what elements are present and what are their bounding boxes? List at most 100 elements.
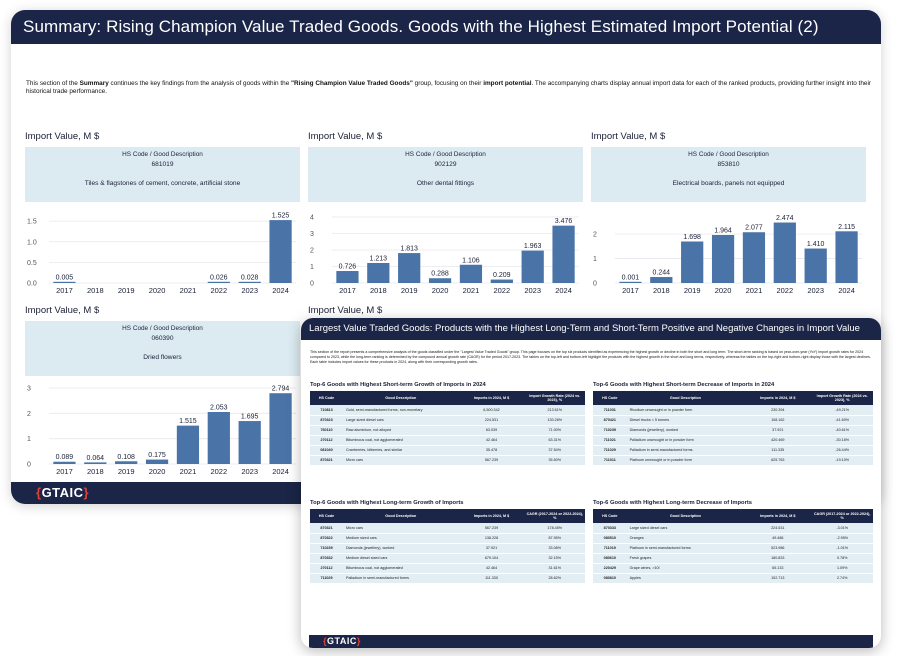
y-tick-label: 0.0 [27, 281, 37, 288]
x-tick-label: 2018 [87, 467, 104, 476]
table-row: 270112 Bituminous coal, not agglomerated 4… [310, 563, 585, 574]
table-cell: 111.335 [744, 445, 812, 456]
data-label-2022: 2.053 [210, 404, 228, 411]
data-label-2024: 1.525 [272, 213, 290, 220]
table-cell: Raw aluminium, not alloyed [343, 425, 459, 436]
table-cell: -49.21% [811, 405, 873, 416]
bar-2020 [428, 278, 452, 283]
largest-value-card-title: Largest Value Traded Goods: Products wit… [301, 318, 881, 340]
x-tick-label: 2021 [180, 286, 197, 295]
table-cell: Micro cars [343, 523, 459, 534]
table-cell: 35.50% [524, 455, 585, 466]
x-tick-label: 2023 [524, 286, 541, 295]
data-label-2024: 3.476 [555, 218, 573, 225]
intro-mid1: continues the key findings from the anal… [108, 80, 292, 87]
table-cell: 711029 [593, 445, 627, 456]
data-label-2022: 2.474 [776, 215, 794, 222]
table-cell: -3.01% [811, 523, 873, 534]
table-row: 711021 Palladium unwrought or in powder f… [593, 435, 873, 446]
chart-902129: Import Value, M $ HS Code / Good Descrip… [308, 131, 583, 295]
x-tick-label: 2023 [241, 467, 258, 476]
bar-2021 [742, 232, 766, 283]
table-title: Top-6 Goods with Highest Short-term Grow… [310, 382, 486, 388]
table-cell: 523.986 [744, 543, 812, 554]
table-cell: 0.78% [811, 553, 873, 564]
table-header: HS Code [593, 391, 627, 405]
intro-bold-group: "Rising Champion Value Traded Goods" [291, 80, 413, 87]
table-header: Good Description [626, 509, 745, 523]
table-row: 870421 Diesel trucks < 5 tonnes 108.162 -41… [593, 415, 873, 426]
table-cell: Oranges [626, 533, 745, 544]
table-cell: 37.921 [744, 425, 812, 436]
x-tick-label: 2023 [241, 286, 258, 295]
hs-description: Electrical boards, panels not equipped [672, 180, 785, 187]
table-cell: 567.239 [458, 523, 525, 534]
largest-value-card-footer: {GTAIC} [309, 635, 873, 648]
x-tick-label: 2024 [838, 286, 855, 295]
table-cell: 37.54% [524, 445, 585, 456]
table-row: 711029 Palladium in semi-manufactured for… [310, 573, 585, 584]
table-row: 710239 Diamonds (jewellery), worked 37.921… [310, 543, 585, 554]
y-tick-label: 1 [593, 256, 597, 263]
table-title: Top-6 Goods with Highest Long-term Decre… [593, 500, 752, 506]
y-tick-label: 1 [27, 436, 31, 443]
table-row: 711011 Platinum unwrought or in powder fo… [593, 455, 873, 466]
x-tick-label: 2022 [210, 467, 227, 476]
y-tick-label: 1.5 [27, 219, 37, 226]
table-row: 711031 Rhodium unwrought or in powder for… [593, 405, 873, 416]
bar-2019 [398, 253, 421, 283]
bar-2023 [238, 421, 261, 464]
bar-2017 [619, 281, 642, 283]
table-row: 710239 Diamonds (jewellery), worked 37.921… [593, 425, 873, 436]
hs-code-label: HS Code / Good Description [688, 151, 769, 158]
y-tick-label: 3 [310, 231, 314, 238]
table-cell: 32.15% [524, 553, 585, 564]
bar-chart-svg: 0 1 2 3 4 0.726 2017 1.213 2018 1.813 2019 0.288 202… [310, 215, 579, 295]
table-long-term-decrease: Top-6 Goods with Highest Long-term Decre… [593, 500, 873, 584]
table-header: HS Code [310, 509, 343, 523]
x-tick-label: 2019 [684, 286, 701, 295]
x-tick-label: 2022 [776, 286, 793, 295]
y-tick-label: 0 [27, 462, 31, 469]
hs-code-value: 060390 [151, 335, 174, 342]
table-cell: 2.74% [811, 573, 873, 584]
table-header: Good Description [626, 391, 745, 405]
x-tick-label: 2018 [653, 286, 670, 295]
hs-code-box: HS Code / Good Description 060390 Dried … [25, 321, 300, 376]
table-cell: 679.104 [458, 553, 525, 564]
data-label-2018: 0.064 [87, 455, 105, 462]
x-tick-label: 2024 [272, 286, 289, 295]
data-label-2021: 2.077 [745, 225, 763, 232]
table-cell: 138.228 [458, 533, 525, 544]
bar-2019 [681, 241, 704, 283]
table-long-term-growth: Top-6 Goods with Highest Long-term Growt… [310, 500, 585, 584]
table-cell: 63.31% [524, 435, 585, 446]
table-cell: Medium diesel sized cars [343, 553, 459, 564]
table-cell: 270112 [310, 563, 343, 574]
data-label-2017: 0.089 [56, 454, 74, 461]
y-tick-label: 1 [310, 264, 314, 271]
hs-code-value: 902129 [434, 161, 457, 168]
x-tick-label: 2017 [339, 286, 356, 295]
intro-mid2: group, focusing on their [412, 80, 484, 87]
table-row: 220429 Grape wines, >10l 65.133 1.09% [593, 563, 873, 574]
bar-2023 [238, 281, 261, 283]
table-cell: 49.486 [744, 533, 812, 544]
table-cell: 35.478 [458, 445, 525, 456]
table-row: 870322 Medium sized cars 138.228 87.95% [310, 533, 585, 544]
hs-code-value: 681019 [151, 161, 174, 168]
table-cell: 080610 [593, 553, 627, 564]
chart-partial: Import Value, M $ [308, 305, 583, 325]
table-cell: -1.01% [811, 543, 873, 554]
table-row: 080610 Fresh grapes 180.833 0.78% [593, 553, 873, 564]
table-cell: 711031 [593, 405, 627, 416]
table-cell: 870333 [593, 523, 627, 534]
table-header: CAGR (2017-2024 or 2022-2024), % [524, 509, 585, 523]
bar-2017 [53, 461, 76, 464]
table-cell: 31.61% [524, 563, 585, 574]
chart-853810: Import Value, M $ HS Code / Good Descrip… [591, 131, 866, 295]
intro-suffix: . The accompanying charts display annual… [26, 80, 871, 95]
table-cell: 870323 [310, 415, 343, 426]
data-label-2023: 0.028 [241, 274, 259, 281]
x-tick-label: 2017 [622, 286, 639, 295]
